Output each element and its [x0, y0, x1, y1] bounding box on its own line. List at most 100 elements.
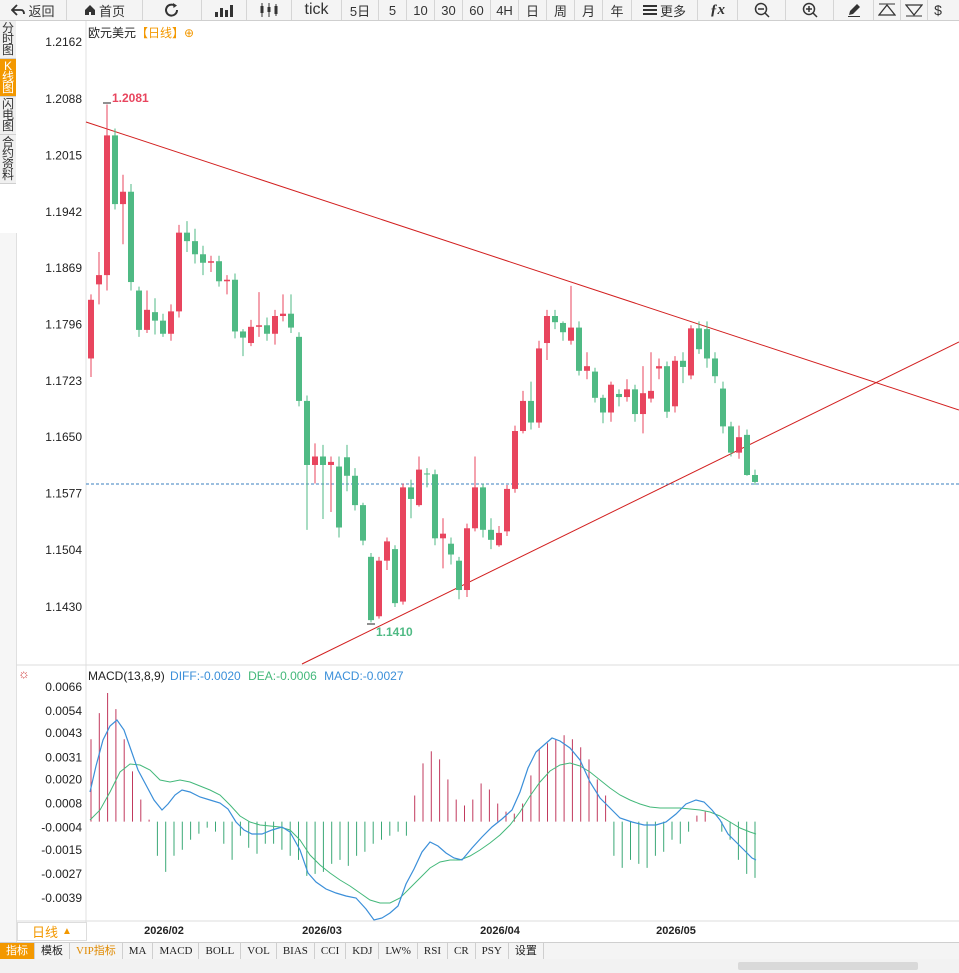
candle-body	[224, 279, 230, 282]
candlestick	[704, 321, 710, 368]
indicator-tab-10[interactable]: LW%	[379, 943, 418, 959]
indicator-tab-7[interactable]: BIAS	[277, 943, 315, 959]
candlestick	[272, 309, 278, 345]
zoom-in-button[interactable]	[786, 0, 834, 20]
side-tab-3[interactable]: 合约资料	[0, 135, 16, 184]
draw-tool-button[interactable]	[834, 0, 874, 20]
candle-body	[304, 400, 310, 465]
candlestick	[288, 294, 294, 333]
candle-body	[736, 437, 742, 453]
candle-body	[360, 505, 366, 541]
candle-body	[472, 487, 478, 529]
candlestick	[568, 285, 574, 345]
side-tab-0[interactable]: 分时图	[0, 21, 16, 59]
candlestick	[672, 356, 678, 413]
candle-body	[480, 487, 486, 530]
candle-body	[536, 348, 542, 423]
indicator-tab-0[interactable]: 指标	[0, 943, 35, 959]
indicator-tab-2[interactable]: VIP指标	[70, 943, 123, 959]
period-button-4H[interactable]: 4H	[491, 0, 519, 20]
macd-tick-label: 0.0043	[45, 726, 82, 740]
more-label: 更多	[659, 3, 686, 19]
candlestick-button[interactable]	[247, 0, 292, 20]
indicator-tab-13[interactable]: PSY	[476, 943, 509, 959]
candle-body	[400, 487, 406, 602]
candlestick	[544, 309, 550, 361]
macd-settings-icon[interactable]: ☼	[18, 666, 30, 681]
indicator-tab-5[interactable]: BOLL	[199, 943, 242, 959]
indicator-tab-12[interactable]: CR	[448, 943, 476, 959]
indicator-tab-3[interactable]: MA	[123, 943, 154, 959]
refresh-button[interactable]	[143, 0, 202, 20]
period-button-日[interactable]: 日	[519, 0, 547, 20]
candlestick	[616, 389, 622, 407]
price-tick-label: 1.1577	[45, 487, 82, 501]
candle-body	[728, 426, 734, 453]
indicator-tab-1[interactable]: 模板	[35, 943, 70, 959]
candle-body	[408, 487, 414, 499]
scrollbar-thumb[interactable]	[738, 962, 918, 970]
candle-body	[344, 457, 350, 476]
macd-tick-label: -0.0027	[41, 867, 82, 881]
more-button[interactable]: 更多	[632, 0, 698, 20]
chart-canvas[interactable]: 1.2162 1.2088 1.2015 1.1942 1.1869 1.1796 1.17…	[0, 0, 959, 942]
candlestick	[552, 309, 558, 330]
indicator-tab-9[interactable]: KDJ	[346, 943, 380, 959]
candlestick	[360, 502, 366, 546]
indicator-tabs: 指标 模板 VIP指标 MA MACD BOLL VOL BIAS CCI KDJ LW% RSI CR…	[0, 942, 959, 959]
candlestick	[200, 245, 206, 276]
candle-body	[336, 466, 342, 528]
period-button-30[interactable]: 30	[435, 0, 463, 20]
macd-dea-value: DEA:-0.0006	[248, 669, 317, 683]
macd-header: MACD(13,8,9) DIFF:-0.0020 DEA:-0.0006 MA…	[88, 669, 404, 683]
tick-button[interactable]: tick	[292, 0, 342, 20]
period-button-5[interactable]: 5	[379, 0, 407, 20]
candle-body	[664, 366, 670, 412]
period-button-年[interactable]: 年	[603, 0, 632, 20]
indicator-tab-14[interactable]: 设置	[509, 943, 544, 959]
candle-body	[584, 366, 590, 371]
period-button-60[interactable]: 60	[463, 0, 491, 20]
dollar-icon: $	[934, 2, 942, 18]
price-tick-label: 1.2088	[45, 92, 82, 106]
zoom-out-button[interactable]	[738, 0, 786, 20]
period-button-10[interactable]: 10	[407, 0, 435, 20]
chart-title: 欧元美元【日线】⊕	[88, 24, 194, 41]
candle-body	[520, 400, 526, 432]
period-button-月[interactable]: 月	[575, 0, 603, 20]
candlestick	[256, 292, 262, 337]
candle-body	[688, 328, 694, 376]
candle-body	[104, 135, 110, 276]
candlestick	[352, 468, 358, 511]
dea-line	[89, 762, 757, 904]
candlestick	[632, 384, 638, 422]
candle-body	[488, 529, 494, 540]
horizontal-scrollbar[interactable]	[0, 959, 959, 973]
candlestick	[328, 456, 334, 513]
candle-body	[96, 275, 102, 285]
candlestick	[240, 329, 246, 357]
candle-body	[512, 431, 518, 489]
candlestick	[128, 184, 134, 291]
indicator-tab-4[interactable]: MACD	[153, 943, 200, 959]
price-tick-label: 1.1796	[45, 318, 82, 332]
indicator-tab-11[interactable]: RSI	[418, 943, 448, 959]
period-button-周[interactable]: 周	[547, 0, 575, 20]
indicator-tab-8[interactable]: CCI	[315, 943, 347, 959]
dollar-button[interactable]: $	[928, 0, 948, 20]
formula-button[interactable]: ƒx	[698, 0, 738, 20]
indicator-tab-6[interactable]: VOL	[241, 943, 277, 959]
period-selector[interactable]: 日线 ▲	[17, 922, 87, 941]
candlestick	[192, 228, 198, 264]
period-button-5日[interactable]: 5日	[342, 0, 379, 20]
candlestick	[576, 321, 582, 376]
scroll-up-button[interactable]	[874, 0, 901, 20]
back-button[interactable]: 返回	[0, 0, 67, 20]
home-button[interactable]: 首页	[67, 0, 143, 20]
bar-chart-button[interactable]	[202, 0, 247, 20]
side-tab-2[interactable]: 闪电图	[0, 97, 16, 135]
scroll-down-button[interactable]	[901, 0, 928, 20]
circle-plus-icon[interactable]: ⊕	[184, 26, 195, 40]
